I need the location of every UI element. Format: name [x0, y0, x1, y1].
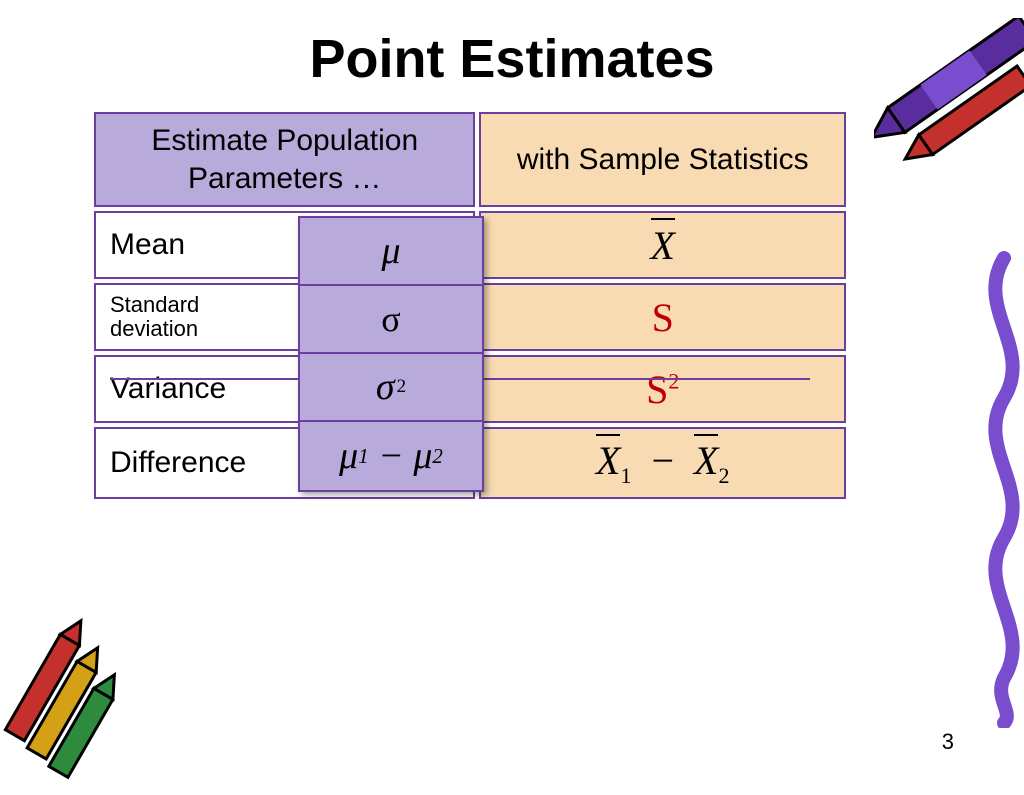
param-sd: σ	[300, 286, 482, 354]
param-variance: σ2	[300, 354, 482, 422]
crayons-bottom-left-icon	[0, 605, 170, 785]
header-population: Estimate Population Parameters …	[94, 112, 475, 207]
crayons-top-right-icon	[874, 18, 1024, 218]
sample-mean: X	[479, 211, 846, 279]
squiggle-decoration-icon	[964, 248, 1024, 728]
parameter-column: μ σ σ2 μ1 − μ2	[298, 216, 484, 492]
header-sample: with Sample Statistics	[479, 112, 846, 207]
param-mean: μ	[300, 218, 482, 286]
sample-sd: S	[479, 283, 846, 351]
estimates-table: Estimate Population Parameters … with Sa…	[90, 108, 850, 503]
page-number: 3	[942, 729, 954, 755]
sample-difference: X1 − X2	[479, 427, 846, 499]
param-difference: μ1 − μ2	[300, 422, 482, 490]
sample-variance: S2	[479, 355, 846, 423]
slide-title: Point Estimates	[0, 28, 1024, 90]
